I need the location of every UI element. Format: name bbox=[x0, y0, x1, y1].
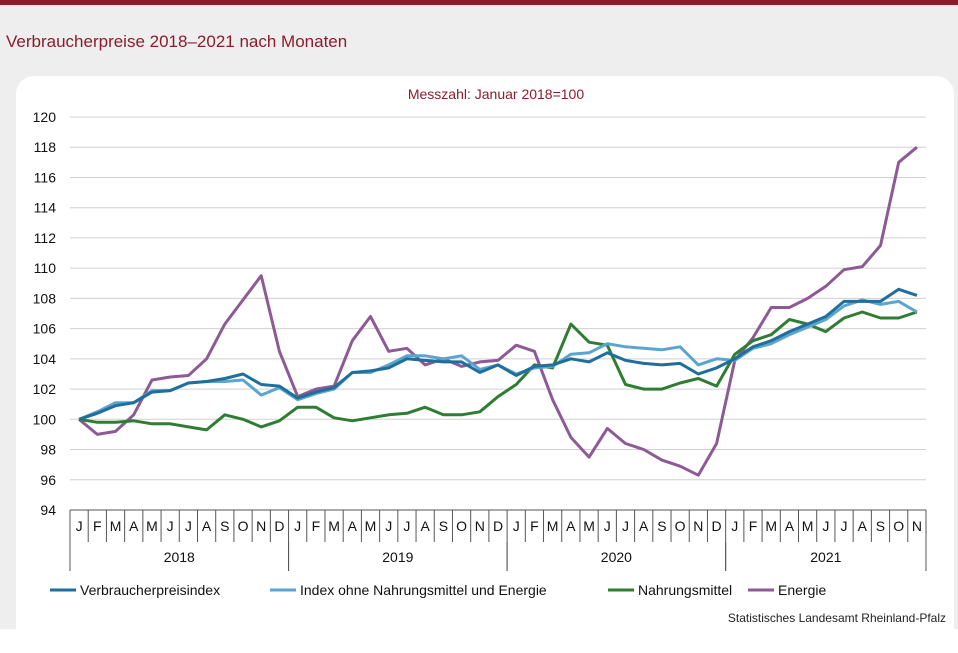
month-label: O bbox=[456, 518, 467, 534]
y-tick-label: 120 bbox=[33, 109, 57, 125]
top-accent-bar bbox=[0, 0, 958, 5]
month-label: M bbox=[547, 518, 559, 534]
month-label: N bbox=[475, 518, 485, 534]
month-label: A bbox=[566, 518, 576, 534]
month-label: J bbox=[76, 518, 83, 534]
month-label: J bbox=[385, 518, 392, 534]
month-label: J bbox=[513, 518, 520, 534]
month-label: M bbox=[583, 518, 595, 534]
y-tick-label: 98 bbox=[40, 442, 56, 458]
month-label: F bbox=[530, 518, 539, 534]
y-tick-label: 106 bbox=[33, 321, 57, 337]
y-tick-label: 110 bbox=[34, 260, 57, 276]
year-label: 2019 bbox=[382, 549, 413, 565]
month-label: J bbox=[731, 518, 738, 534]
month-label: J bbox=[841, 518, 848, 534]
month-label: J bbox=[167, 518, 174, 534]
series-line bbox=[78, 146, 918, 477]
y-tick-label: 114 bbox=[34, 200, 57, 216]
source-note: Statistisches Landesamt Rheinland-Pfalz bbox=[728, 611, 946, 625]
month-label: J bbox=[403, 518, 410, 534]
y-tick-label: 96 bbox=[40, 472, 56, 488]
chart-panel bbox=[0, 72, 958, 653]
chart-title: Verbraucherpreise 2018–2021 nach Monaten bbox=[6, 32, 348, 51]
y-tick-label: 112 bbox=[34, 230, 57, 246]
month-label: O bbox=[238, 518, 249, 534]
month-label: D bbox=[274, 518, 284, 534]
legend-label: Index ohne Nahrungsmittel und Energie bbox=[300, 582, 547, 598]
month-label: S bbox=[220, 518, 229, 534]
legend-label: Energie bbox=[778, 582, 826, 598]
month-label: J bbox=[622, 518, 629, 534]
month-label: J bbox=[294, 518, 301, 534]
month-label: A bbox=[639, 518, 649, 534]
y-tick-label: 116 bbox=[34, 169, 57, 185]
series-line bbox=[78, 287, 918, 421]
year-label: 2021 bbox=[810, 549, 841, 565]
month-label: F bbox=[93, 518, 102, 534]
y-tick-label: 118 bbox=[34, 139, 57, 155]
year-label: 2018 bbox=[164, 549, 195, 565]
month-label: A bbox=[348, 518, 358, 534]
month-label: S bbox=[439, 518, 448, 534]
month-label: M bbox=[146, 518, 158, 534]
month-label: J bbox=[185, 518, 192, 534]
month-label: A bbox=[129, 518, 139, 534]
month-label: M bbox=[802, 518, 814, 534]
month-label: A bbox=[858, 518, 868, 534]
month-label: M bbox=[765, 518, 777, 534]
header: Verbraucherpreise 2018–2021 nach Monaten bbox=[0, 5, 958, 72]
legend-label: Nahrungsmittel bbox=[638, 582, 732, 598]
y-tick-label: 104 bbox=[33, 351, 57, 367]
month-label: J bbox=[604, 518, 611, 534]
month-label: N bbox=[912, 518, 922, 534]
month-label: A bbox=[202, 518, 212, 534]
month-label: S bbox=[876, 518, 885, 534]
month-label: A bbox=[785, 518, 795, 534]
month-label: D bbox=[493, 518, 503, 534]
month-label: O bbox=[893, 518, 904, 534]
line-chart: Messzahl: Januar 2018=100 94 96 98 100 102 10… bbox=[33, 86, 946, 625]
y-tick-label: 102 bbox=[33, 381, 57, 397]
month-label: A bbox=[420, 518, 430, 534]
month-label: S bbox=[657, 518, 666, 534]
y-tick-label: 94 bbox=[40, 502, 56, 518]
month-label: N bbox=[693, 518, 703, 534]
month-label: F bbox=[749, 518, 758, 534]
chart-subtitle: Messzahl: Januar 2018=100 bbox=[408, 86, 584, 102]
month-label: M bbox=[328, 518, 340, 534]
plot-background bbox=[16, 76, 954, 653]
legend-label: Verbraucherpreisindex bbox=[80, 582, 220, 598]
y-tick-label: 108 bbox=[33, 290, 57, 306]
series-line bbox=[78, 310, 918, 432]
year-label: 2020 bbox=[601, 549, 632, 565]
month-label: M bbox=[365, 518, 377, 534]
month-label: M bbox=[110, 518, 122, 534]
y-tick-label: 100 bbox=[33, 411, 57, 427]
month-label: D bbox=[711, 518, 721, 534]
month-label: O bbox=[675, 518, 686, 534]
month-label: J bbox=[822, 518, 829, 534]
month-label: F bbox=[312, 518, 321, 534]
month-label: N bbox=[256, 518, 266, 534]
